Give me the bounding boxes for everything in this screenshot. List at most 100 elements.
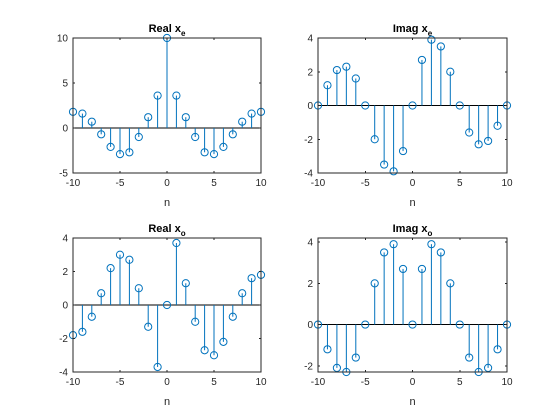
y-tick-label: -4 xyxy=(304,169,313,180)
stem-marker xyxy=(484,136,493,146)
stem-marker xyxy=(191,132,200,142)
x-tick-label: 10 xyxy=(255,377,267,388)
chart-title: Imag xo xyxy=(393,223,433,238)
stem-marker xyxy=(351,74,360,83)
stem-marker xyxy=(398,264,408,274)
stem-marker xyxy=(332,363,341,372)
stem-marker xyxy=(446,67,455,76)
stem-marker xyxy=(200,148,209,157)
x-tick-label: 10 xyxy=(501,377,513,388)
chart-title: Real xe xyxy=(149,23,186,38)
x-tick-label: 10 xyxy=(255,178,267,189)
x-tick-label: 0 xyxy=(164,178,170,189)
x-axis-label: n xyxy=(164,197,170,209)
stem-marker xyxy=(219,142,228,151)
stem-marker xyxy=(455,320,464,329)
y-tick-label: -2 xyxy=(304,135,313,146)
stem-marker xyxy=(446,279,455,288)
y-tick-label: -2 xyxy=(304,361,313,372)
stem-marker xyxy=(181,113,190,122)
stem-marker xyxy=(465,353,474,362)
stem-marker xyxy=(436,248,445,257)
stem-marker xyxy=(115,150,125,159)
stem-marker xyxy=(417,55,427,65)
y-tick-label: 2 xyxy=(307,67,313,78)
stem-marker xyxy=(332,65,341,75)
stem-marker xyxy=(408,320,417,329)
stem-marker xyxy=(427,240,436,249)
stem-marker xyxy=(191,317,200,326)
stem-marker xyxy=(417,264,427,274)
stem-marker xyxy=(238,117,247,126)
stem-marker xyxy=(408,101,417,110)
stem-marker xyxy=(380,248,389,257)
x-tick-label: -5 xyxy=(116,377,125,388)
stem-marker xyxy=(144,113,153,122)
subplot-imag-xo: Imag xo n -10 -5 0 5 10 -2 0 2 4 xyxy=(304,223,513,408)
stem-marker xyxy=(97,289,106,298)
stem-marker xyxy=(380,160,389,169)
stem-marker xyxy=(493,121,502,130)
x-axis-label: n xyxy=(164,396,170,408)
y-tick-label: 5 xyxy=(62,79,68,90)
subplot-real-xo: Real xo n -10 -5 0 5 10 -4 -2 0 2 4 xyxy=(59,223,267,408)
stem-marker xyxy=(474,140,483,149)
x-tick-label: 5 xyxy=(457,178,463,189)
stem-marker xyxy=(87,312,96,321)
stem-marker xyxy=(238,289,247,298)
x-tick-label: 5 xyxy=(211,377,217,388)
stem-marker xyxy=(493,345,502,354)
y-tick-label: 0 xyxy=(62,301,68,312)
x-tick-label: 10 xyxy=(501,178,513,189)
stem-marker xyxy=(323,81,332,90)
stem-marker xyxy=(323,345,332,354)
stem-marker xyxy=(361,101,370,110)
x-tick-label: -10 xyxy=(311,178,326,189)
stem-marker xyxy=(247,109,256,118)
stem-marker xyxy=(342,62,351,71)
stem-marker xyxy=(125,255,134,264)
chart-title: Imag xe xyxy=(393,23,433,38)
stem-marker xyxy=(370,279,379,288)
x-axis-label: n xyxy=(409,396,415,408)
x-axis-label: n xyxy=(409,197,415,209)
stem-marker xyxy=(465,128,474,137)
stem-marker xyxy=(455,101,464,110)
y-tick-label: 10 xyxy=(57,34,69,45)
y-tick-label: 4 xyxy=(307,238,313,249)
x-tick-label: -10 xyxy=(311,377,326,388)
stem-marker xyxy=(228,312,237,321)
stem-marker xyxy=(172,238,181,248)
y-tick-label: 4 xyxy=(307,34,313,45)
stem-marker xyxy=(153,91,162,100)
x-tick-label: -10 xyxy=(66,377,81,388)
stem-marker xyxy=(115,250,125,259)
chart-title: Real xo xyxy=(148,223,185,238)
stem-marker xyxy=(427,35,436,44)
stem-marker xyxy=(134,132,143,142)
x-tick-label: 5 xyxy=(457,377,463,388)
y-tick-label: -5 xyxy=(59,169,68,180)
stem-marker xyxy=(134,284,143,293)
stem-marker xyxy=(200,346,209,355)
x-tick-label: -5 xyxy=(116,178,125,189)
stem-marker xyxy=(484,363,493,372)
stem-marker xyxy=(106,264,115,273)
stem-marker xyxy=(181,279,190,288)
y-tick-label: -2 xyxy=(59,334,68,345)
x-tick-label: -10 xyxy=(66,178,81,189)
x-tick-label: 0 xyxy=(164,377,170,388)
stem-marker xyxy=(209,351,219,360)
stem-marker xyxy=(351,353,360,362)
stem-marker xyxy=(370,135,379,144)
stem-marker xyxy=(389,167,398,176)
x-tick-label: -5 xyxy=(361,377,370,388)
x-tick-label: -5 xyxy=(361,178,370,189)
y-tick-label: 2 xyxy=(62,267,68,278)
stem-marker xyxy=(219,337,228,346)
y-tick-label: -4 xyxy=(59,368,68,379)
stem-marker xyxy=(361,320,370,329)
y-tick-label: 2 xyxy=(307,279,313,290)
